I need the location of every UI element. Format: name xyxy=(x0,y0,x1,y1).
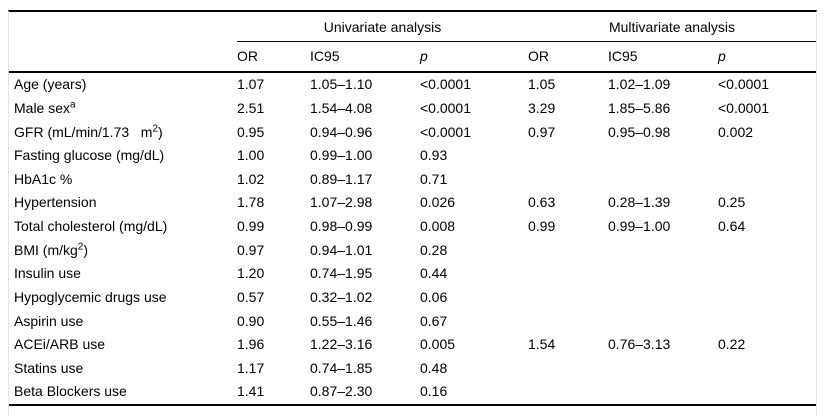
value-cell: 0.95 xyxy=(237,123,265,140)
value-cell: 1.07–2.98 xyxy=(310,194,373,211)
value-cell: 0.64 xyxy=(718,218,746,235)
value-cell: 0.67 xyxy=(420,312,448,329)
table-frame: Univariate analysis Multivariate analysi… xyxy=(8,10,817,416)
value-cell: 0.55–1.46 xyxy=(310,312,373,329)
value-cell: 0.76–3.13 xyxy=(608,336,671,353)
row-label: HbA1c % xyxy=(14,170,73,187)
value-cell: 0.63 xyxy=(528,194,556,211)
value-cell: 1.00 xyxy=(237,147,265,164)
value-cell: <0.0001 xyxy=(718,76,769,93)
value-cell: 0.44 xyxy=(420,265,448,282)
value-cell: 0.74–1.85 xyxy=(310,359,373,376)
row-label: Total cholesterol (mg/dL) xyxy=(14,218,168,235)
row-label: ACEi/ARB use xyxy=(14,336,106,353)
row-label: Hypertension xyxy=(14,194,97,211)
value-cell: 0.94–1.01 xyxy=(310,241,373,258)
row-label: GFR (mL/min/1.73 m2) xyxy=(14,122,163,140)
univariate-group-header: Univariate analysis xyxy=(323,18,442,35)
row-label: Statins use xyxy=(14,359,84,376)
col-header-ic95-univariate: IC95 xyxy=(310,48,340,65)
row-label: Age (years) xyxy=(14,76,87,93)
value-cell: 1.07 xyxy=(237,76,265,93)
value-cell: 0.74–1.95 xyxy=(310,265,373,282)
value-cell: <0.0001 xyxy=(718,99,769,116)
row-label: Hypoglycemic drugs use xyxy=(14,288,167,305)
col-header-or-multivariate: OR xyxy=(528,48,549,65)
value-cell: 0.89–1.17 xyxy=(310,170,373,187)
value-cell: 1.05–1.10 xyxy=(310,76,373,93)
value-cell: 0.28 xyxy=(420,241,448,258)
value-cell: 0.99–1.00 xyxy=(310,147,373,164)
value-cell: 0.94–0.96 xyxy=(310,123,373,140)
col-header-ic95-multivariate: IC95 xyxy=(608,48,638,65)
value-cell: <0.0001 xyxy=(420,123,471,140)
value-cell: 0.48 xyxy=(420,359,448,376)
value-cell: 0.93 xyxy=(420,147,448,164)
row-label: Insulin use xyxy=(14,265,81,282)
value-cell: 0.16 xyxy=(420,383,448,400)
table-body: Age (years) 1.07 1.05–1.10 <0.0001 1.05 1.02–… xyxy=(9,73,816,404)
value-cell: 0.57 xyxy=(237,288,265,305)
value-cell: 0.90 xyxy=(237,312,265,329)
value-cell: 0.95–0.98 xyxy=(608,123,671,140)
value-cell: 0.28–1.39 xyxy=(608,194,671,211)
value-cell: <0.0001 xyxy=(420,99,471,116)
value-cell: 0.87–2.30 xyxy=(310,383,373,400)
value-cell: 0.002 xyxy=(718,123,754,140)
value-cell: 1.02–1.09 xyxy=(608,76,671,93)
row-label: BMI (m/kg2) xyxy=(14,241,89,258)
value-cell: 0.22 xyxy=(718,336,746,353)
row-label: Male sexa xyxy=(14,99,76,116)
table-header-groups: Univariate analysis Multivariate analysi… xyxy=(9,12,816,41)
multivariate-group-header: Multivariate analysis xyxy=(608,18,736,35)
value-cell: 1.54 xyxy=(528,336,556,353)
value-cell: 3.29 xyxy=(528,99,556,116)
value-cell: 0.026 xyxy=(420,194,456,211)
value-cell: 0.06 xyxy=(420,288,448,305)
value-cell: 0.005 xyxy=(420,336,456,353)
col-header-p-multivariate: p xyxy=(718,48,726,65)
col-header-or-univariate: OR xyxy=(237,48,258,65)
value-cell: 0.008 xyxy=(420,218,456,235)
value-cell: 0.98–0.99 xyxy=(310,218,373,235)
value-cell: 1.41 xyxy=(237,383,265,400)
statistical-table: Univariate analysis Multivariate analysi… xyxy=(9,12,816,406)
row-label: Aspirin use xyxy=(14,312,84,329)
value-cell: 1.02 xyxy=(237,170,265,187)
value-cell: 1.22–3.16 xyxy=(310,336,373,353)
value-cell: 0.32–1.02 xyxy=(310,288,373,305)
col-header-p-univariate: p xyxy=(420,48,428,65)
value-cell: 0.99 xyxy=(528,218,556,235)
value-cell: 1.05 xyxy=(528,76,556,93)
table-column-headers: OR IC95 p OR IC95 p xyxy=(9,42,816,73)
value-cell: 0.99 xyxy=(237,218,265,235)
value-cell: 1.78 xyxy=(237,194,265,211)
value-cell: 1.20 xyxy=(237,265,265,282)
row-label: Fasting glucose (mg/dL) xyxy=(14,147,165,164)
value-cell: 0.97 xyxy=(528,123,556,140)
value-cell: 0.99–1.00 xyxy=(608,218,671,235)
row-label: Beta Blockers use xyxy=(14,383,127,400)
value-cell: <0.0001 xyxy=(420,76,471,93)
value-cell: 1.54–4.08 xyxy=(310,99,373,116)
value-cell: 0.71 xyxy=(420,170,448,187)
value-cell: 1.85–5.86 xyxy=(608,99,671,116)
value-cell: 0.97 xyxy=(237,241,265,258)
value-cell: 2.51 xyxy=(237,99,265,116)
value-cell: 0.25 xyxy=(718,194,746,211)
value-cell: 1.96 xyxy=(237,336,265,353)
value-cell: 1.17 xyxy=(237,359,265,376)
spanner-rule xyxy=(237,41,816,42)
